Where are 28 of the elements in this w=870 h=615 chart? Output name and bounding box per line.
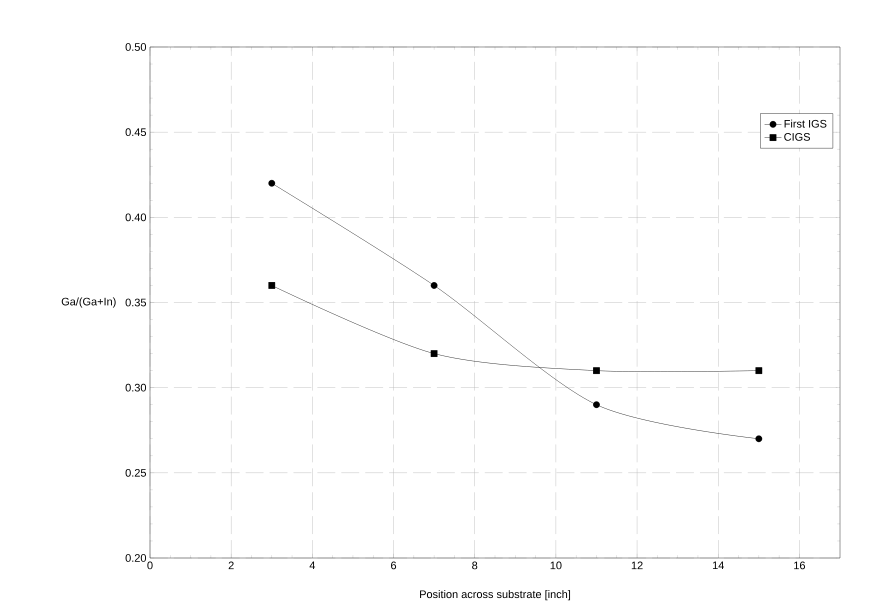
- x-tick-label: 10: [550, 562, 562, 570]
- legend-label: CIGS: [784, 133, 810, 141]
- x-axis-title: Position across substrate [inch]: [420, 590, 570, 600]
- point: [755, 367, 762, 374]
- point: [430, 350, 438, 357]
- point: [430, 282, 438, 289]
- point: [593, 367, 600, 374]
- x-tick-label: 8: [472, 562, 478, 570]
- point: [593, 401, 600, 408]
- y-tick-label: 0.35: [126, 298, 146, 306]
- x-tick-label: 4: [310, 562, 316, 570]
- point: [268, 282, 276, 289]
- legend-label: First IGS: [784, 120, 826, 128]
- x-tick-label: 12: [632, 562, 643, 570]
- x-tick-label: 2: [228, 562, 234, 570]
- y-axis-title: Ga/(Ga+In): [62, 297, 116, 308]
- x-tick-label: 16: [794, 562, 806, 570]
- y-tick-label: 0.50: [126, 43, 146, 51]
- y-tick-label: 0.45: [126, 128, 146, 136]
- y-tick-label: 0.40: [126, 213, 146, 222]
- x-tick-label: 6: [391, 562, 396, 570]
- x-tick-label: 14: [712, 562, 724, 570]
- point: [268, 180, 276, 187]
- point: [755, 435, 762, 442]
- y-tick-label: 0.20: [126, 554, 146, 562]
- y-tick-label: 0.30: [126, 384, 146, 392]
- y-tick-label: 0.25: [126, 468, 146, 477]
- x-tick-label: 0: [147, 562, 153, 570]
